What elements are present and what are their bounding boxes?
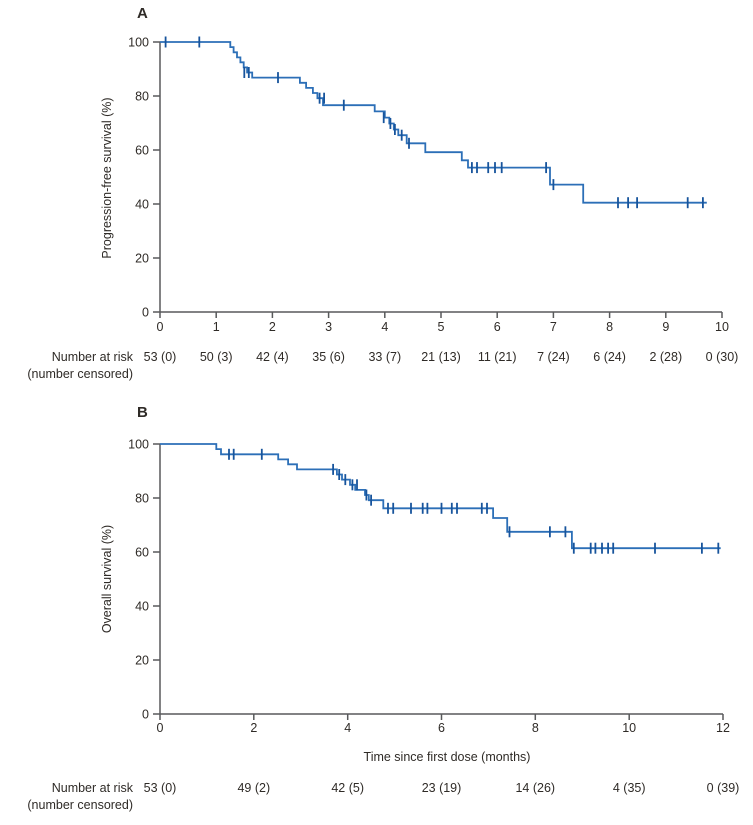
panel-a-x-tick-label: 7 xyxy=(550,320,557,334)
panel-a-risk-value: 7 (24) xyxy=(537,350,570,364)
panel-b-y-axis-label: Overall survival (%) xyxy=(100,524,114,634)
panel-a-x-tick-label: 0 xyxy=(157,320,164,334)
panel-a-risk-value: 50 (3) xyxy=(200,350,233,364)
panel-a-y-tick-label: 80 xyxy=(135,90,149,104)
panel-a-risk-value: 11 (21) xyxy=(478,350,517,364)
panel-a-risk-value: 0 (30) xyxy=(706,350,739,364)
x-axis-title: Time since first dose (months) xyxy=(363,750,531,764)
panel-a-risk-value: 21 (13) xyxy=(421,350,461,364)
panel-a-x-tick-label: 9 xyxy=(662,320,669,334)
panel-b-risk-value: 4 (35) xyxy=(613,781,646,795)
panel-a-risk-value: 53 (0) xyxy=(144,350,177,364)
panel-b-x-tick-label: 6 xyxy=(438,721,445,735)
panel-a-x-tick-label: 2 xyxy=(269,320,276,334)
panel-b-x-tick-label: 0 xyxy=(157,721,164,735)
panel-a-y-axis-label: Progression-free survival (%) xyxy=(100,97,114,259)
panel-a-survival-curve xyxy=(160,41,707,204)
panel-b-letter: B xyxy=(137,404,148,421)
panel-b-x-tick-label: 2 xyxy=(250,721,257,735)
panel-b-risk-value: 49 (2) xyxy=(237,781,270,795)
panel-a-x-tick-label: 5 xyxy=(438,320,445,334)
panel-b-x-tick-label: 8 xyxy=(532,721,539,735)
panel-b-y-tick-label: 60 xyxy=(135,546,149,560)
panel-a-risk-value: 42 (4) xyxy=(256,350,289,364)
panel-b-y-tick-label: 20 xyxy=(135,654,149,668)
panel-a-risk-value: 6 (24) xyxy=(593,350,626,364)
panel-a-y-tick-label: 100 xyxy=(128,36,149,50)
panel-a-number-at-risk-label: Number at risk (number censored) xyxy=(27,349,133,383)
panel-b-y-tick-label: 80 xyxy=(135,492,149,506)
panel-b-y-tick-label: 100 xyxy=(128,438,149,452)
panel-a-x-tick-label: 8 xyxy=(606,320,613,334)
panel-a-y-tick-label: 60 xyxy=(135,144,149,158)
number-censored-label-line2: (number censored) xyxy=(27,367,133,381)
panel-a-x-tick-label: 10 xyxy=(715,320,729,334)
panel-b-risk-value: 42 (5) xyxy=(331,781,364,795)
panel-b-risk-value: 23 (19) xyxy=(422,781,462,795)
panel-b-x-tick-label: 12 xyxy=(716,721,730,735)
panel-b-y-tick-label: 40 xyxy=(135,600,149,614)
panel-a-letter: A xyxy=(137,5,148,22)
panel-b-risk-value: 53 (0) xyxy=(144,781,177,795)
panel-a-y-tick-label: 20 xyxy=(135,252,149,266)
panel-b-y-tick-label: 0 xyxy=(142,708,149,722)
panel-a-risk-value: 35 (6) xyxy=(312,350,345,364)
number-censored-label-line2: (number censored) xyxy=(27,798,133,812)
number-at-risk-label-line1: Number at risk xyxy=(51,781,133,795)
panel-b-x-tick-label: 10 xyxy=(622,721,636,735)
panel-a-risk-value: 33 (7) xyxy=(368,350,401,364)
panel-a-x-tick-label: 1 xyxy=(213,320,220,334)
panel-b-number-at-risk-label: Number at risk (number censored) xyxy=(27,780,133,814)
panel-a-x-tick-label: 4 xyxy=(381,320,388,334)
panel-b-survival-curve xyxy=(160,443,721,550)
panel-a-risk-value: 2 (28) xyxy=(649,350,682,364)
panel-a-y-tick-label: 0 xyxy=(142,306,149,320)
panel-a-x-tick-label: 6 xyxy=(494,320,501,334)
panel-b-risk-value: 0 (39) xyxy=(707,781,740,795)
number-at-risk-label-line1: Number at risk xyxy=(51,350,133,364)
panel-a-y-tick-label: 40 xyxy=(135,198,149,212)
panel-b-x-tick-label: 4 xyxy=(344,721,351,735)
panel-b-risk-value: 14 (26) xyxy=(515,781,555,795)
panel-a-x-tick-label: 3 xyxy=(325,320,332,334)
